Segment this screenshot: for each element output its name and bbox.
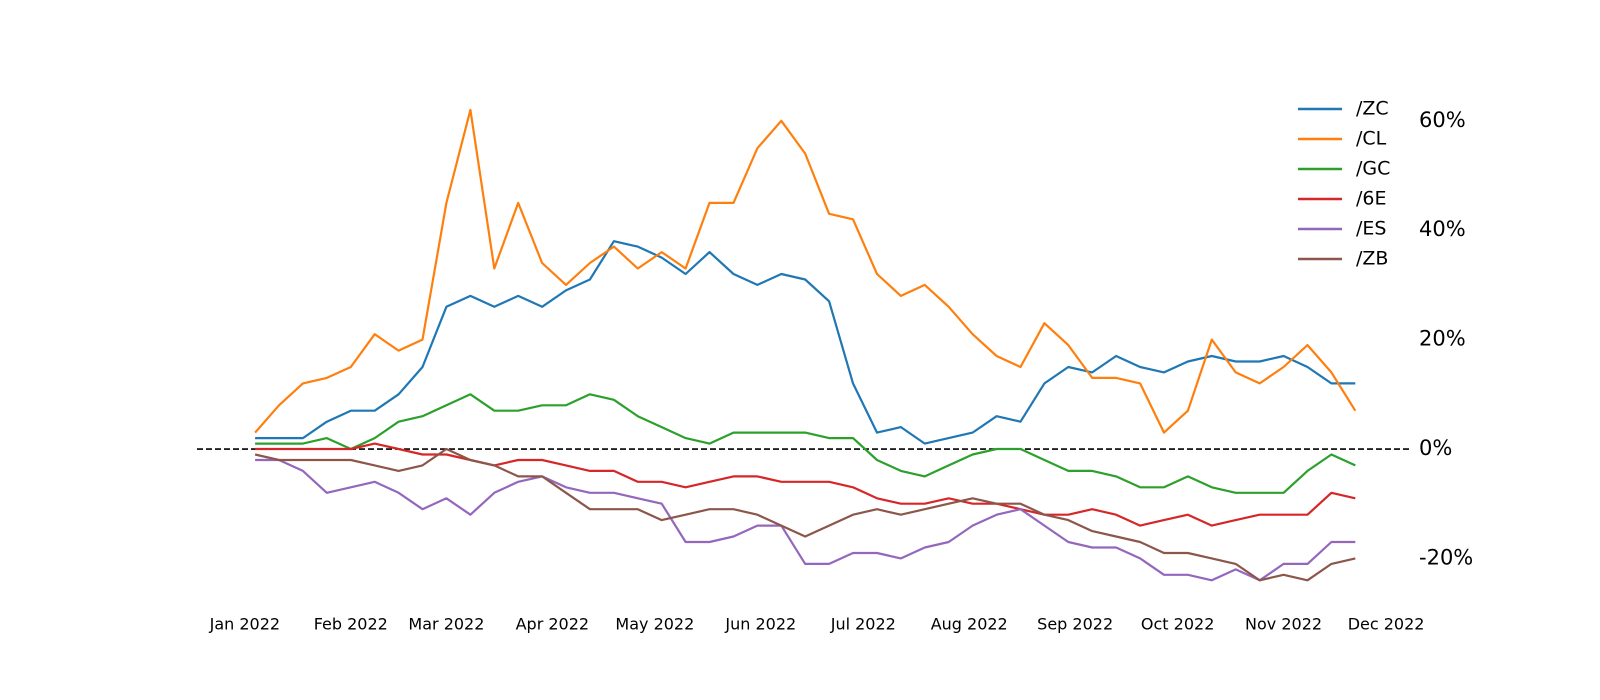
y-tick-label: 40% [1419,217,1466,241]
x-tick-label: Dec 2022 [1348,615,1425,634]
x-tick-label: Jul 2022 [830,615,896,634]
line-series [255,458,1356,582]
line-series [254,108,1357,434]
x-tick-label: Oct 2022 [1141,615,1214,634]
x-tick-label: Mar 2022 [408,615,484,634]
x-tick-label: Apr 2022 [516,615,589,634]
legend-label: /6E [1356,188,1387,210]
legend-label: /ES [1356,218,1386,240]
y-tick-label: 20% [1419,327,1466,351]
y-tick-label: 0% [1419,436,1452,460]
legend-label: /ZB [1356,248,1388,270]
x-tick-label: Jun 2022 [724,615,796,634]
legend-label: /GC [1356,158,1390,180]
y-tick-label: 60% [1419,108,1466,132]
legend-label: /ZC [1356,98,1389,120]
line-series [255,442,1356,527]
line-series [255,240,1356,445]
legend-label: /CL [1356,128,1387,150]
x-tick-label: May 2022 [615,615,694,634]
x-tick-label: Jan 2022 [209,615,280,634]
y-tick-label: -20% [1419,545,1473,569]
x-tick-label: Sep 2022 [1037,615,1113,634]
line-series [254,447,1356,582]
line-series [255,393,1356,494]
x-tick-label: Feb 2022 [314,615,388,634]
x-tick-label: Aug 2022 [931,615,1008,634]
x-tick-label: Nov 2022 [1245,615,1322,634]
